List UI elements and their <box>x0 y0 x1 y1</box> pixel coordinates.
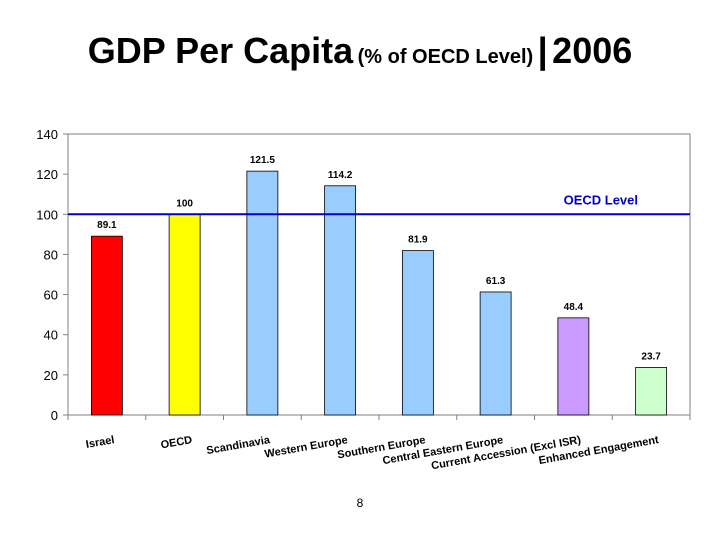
plot-area <box>67 133 691 416</box>
bar <box>324 185 357 416</box>
bar <box>90 235 123 416</box>
y-tick-label: 60 <box>44 288 58 303</box>
bar <box>401 250 434 416</box>
title-year: 2006 <box>552 30 633 71</box>
bar <box>635 367 668 416</box>
data-label: 23.7 <box>641 351 661 362</box>
title-main: GDP Per Capita <box>87 30 354 71</box>
data-label: 114.2 <box>328 170 353 181</box>
reference-line-label: OECD Level <box>564 192 638 207</box>
y-tick-label: 40 <box>44 328 58 343</box>
y-tick-label: 120 <box>36 167 58 182</box>
slide-title: GDP Per Capita (% of OECD Level) | 2006 <box>0 30 720 72</box>
data-label: 121.5 <box>250 155 275 166</box>
y-tick-label: 100 <box>36 207 58 222</box>
data-label: 81.9 <box>408 235 428 246</box>
category-label: OECD <box>160 434 193 451</box>
category-label: Scandinavia <box>206 434 272 457</box>
y-tick-label: 80 <box>44 247 58 262</box>
title-subtitle: (% of OECD Level) <box>357 46 534 68</box>
bar <box>168 213 201 416</box>
bar <box>479 291 512 416</box>
data-label: 61.3 <box>486 276 506 287</box>
category-label: Western Europe <box>264 434 349 460</box>
title-separator: | <box>537 30 548 71</box>
y-tick-label: 0 <box>51 408 58 423</box>
y-tick-label: 20 <box>44 368 58 383</box>
category-label: Israel <box>85 434 115 451</box>
page-number: 8 <box>356 496 364 510</box>
data-label: 100 <box>176 198 193 209</box>
bar <box>246 170 279 416</box>
y-tick-label: 140 <box>36 127 58 142</box>
data-label: 48.4 <box>564 302 584 313</box>
bar <box>557 317 590 416</box>
data-label: 89.1 <box>97 220 117 231</box>
